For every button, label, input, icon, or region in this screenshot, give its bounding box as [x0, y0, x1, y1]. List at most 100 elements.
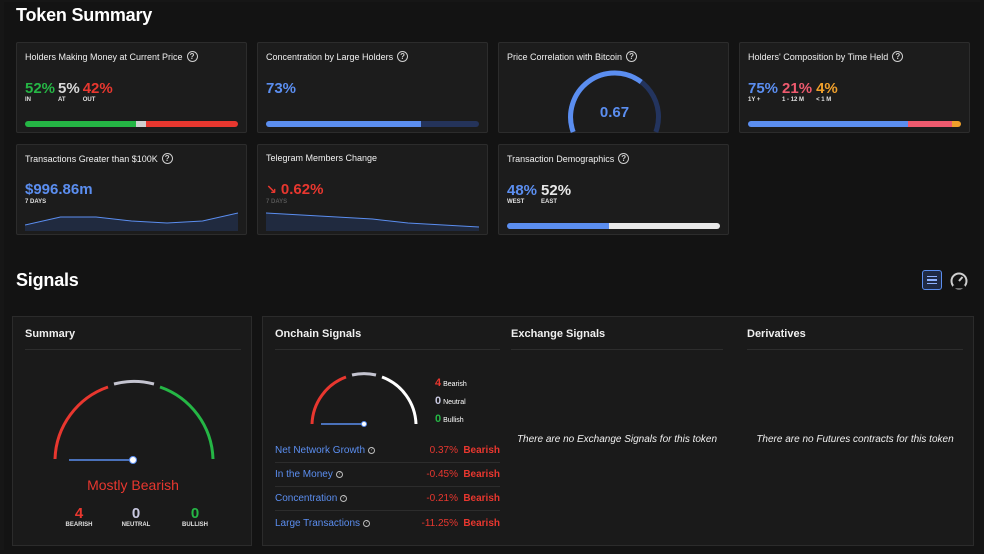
price-correlation-card: Price Correlation with Bitcoin ? 0.67 — [498, 42, 729, 133]
help-icon[interactable]: ? — [368, 447, 376, 454]
signal-name[interactable]: Net Network Growth? — [275, 445, 376, 456]
west-pct: 48% — [507, 182, 538, 199]
in-label: IN — [25, 97, 31, 103]
holders-money-bar — [25, 121, 238, 127]
demographics-title: Transaction Demographics — [507, 153, 615, 164]
help-icon[interactable]: ? — [186, 51, 198, 62]
in-stat: 52% IN — [25, 80, 55, 103]
east-label: EAST — [541, 199, 558, 205]
onchain-neutral-count: 0 — [435, 395, 442, 407]
bar-segment-east — [609, 223, 720, 229]
transactions-sparkline — [25, 212, 238, 231]
west-stat: 48% WEST — [507, 182, 537, 205]
signal-name-text: Net Network Growth — [275, 445, 366, 456]
composition-bar — [748, 121, 961, 127]
long-term-pct: 75% — [748, 80, 779, 97]
bar-segment-short — [952, 121, 961, 127]
short-term-stat: 4% < 1 M — [816, 80, 838, 103]
sparkline-area — [266, 213, 479, 231]
concentration-value: 73% — [266, 80, 297, 97]
correlation-gauge — [568, 70, 661, 133]
signal-name-text: Large Transactions — [275, 517, 361, 529]
onchain-bullish-arc — [381, 375, 418, 425]
transactions-title: Transactions Greater than $100K — [25, 153, 158, 164]
help-icon[interactable]: ? — [335, 471, 343, 478]
concentration-title: Concentration by Large Holders — [266, 51, 394, 62]
onchain-neutral-arc — [351, 372, 377, 377]
short-term-pct: 4% — [816, 80, 838, 97]
help-icon[interactable]: ? — [161, 153, 173, 164]
sparkline-area — [25, 213, 238, 231]
signal-name[interactable]: Concentration? — [275, 493, 348, 504]
card-title: Telegram Members Change — [266, 153, 377, 163]
gauge-view-icon[interactable] — [948, 270, 970, 290]
summary-bearish: 4 BEARISH — [59, 505, 99, 528]
onchain-bearish-count: 4 — [435, 377, 442, 389]
holders-money-title: Holders Making Money at Current Price — [25, 51, 183, 62]
page-frame: Token Summary Holders Making Money at Cu… — [4, 2, 980, 550]
help-icon[interactable]: ? — [618, 153, 630, 164]
signal-verdict: Bearish — [463, 469, 500, 480]
signal-name[interactable]: Large Transactions? — [275, 517, 371, 529]
concentration-bar — [266, 121, 479, 127]
signal-row[interactable]: Concentration? -0.21% Bearish — [275, 487, 500, 511]
signal-name-text: In the Money — [275, 469, 333, 480]
signals-detail-card: Onchain Signals 4 Bearish 0 Neutral 0 Bu… — [262, 316, 974, 546]
bar-segment-in — [25, 121, 136, 127]
out-stat: 42% OUT — [83, 80, 113, 103]
onchain-bullish-row: 0 Bullish — [435, 411, 467, 429]
bar-segment-fill — [266, 121, 422, 127]
composition-card: Holders' Composition by Time Held ? 75% … — [739, 42, 970, 133]
summary-bullish-label: BULLISH — [182, 522, 208, 528]
composition-title: Holders' Composition by Time Held — [748, 51, 889, 62]
summary-bullish-count: 0 — [190, 505, 200, 522]
onchain-needle-pivot — [361, 421, 367, 427]
signal-row[interactable]: In the Money? -0.45% Bearish — [275, 463, 500, 487]
card-title: Holders Making Money at Current Price ? — [25, 51, 198, 62]
help-icon[interactable]: ? — [626, 51, 638, 62]
exchange-title: Exchange Signals — [511, 328, 606, 340]
signals-heading: Signals — [16, 270, 79, 290]
card-title: Transactions Greater than $100K ? — [25, 153, 173, 164]
onchain-neutral-row: 0 Neutral — [435, 393, 467, 411]
summary-neutral-count: 0 — [131, 505, 141, 522]
telegram-change: ↘ 0.62% — [266, 181, 323, 198]
signal-name[interactable]: In the Money? — [275, 469, 343, 480]
help-icon[interactable]: ? — [892, 51, 904, 62]
in-pct: 52% — [25, 80, 56, 97]
mid-term-pct: 21% — [782, 80, 813, 97]
card-title: Concentration by Large Holders ? — [266, 51, 409, 62]
concentration-card: Concentration by Large Holders ? 73% — [257, 42, 488, 133]
token-summary-heading: Token Summary — [16, 5, 153, 25]
telegram-title: Telegram Members Change — [266, 153, 378, 163]
onchain-bearish-arc — [310, 375, 347, 425]
help-icon[interactable]: ? — [397, 51, 409, 62]
summary-title: Summary — [25, 328, 76, 340]
divider — [275, 349, 500, 350]
exchange-empty-message: There are no Exchange Signals for this t… — [516, 434, 718, 445]
summary-gauge — [53, 379, 215, 464]
list-view-icon[interactable] — [922, 270, 942, 290]
divider — [511, 349, 723, 350]
signal-pct: -11.25% — [421, 517, 458, 529]
at-label: AT — [58, 97, 66, 103]
out-label: OUT — [82, 97, 96, 103]
help-icon[interactable]: ? — [363, 519, 371, 527]
card-title: Transaction Demographics ? — [507, 153, 630, 164]
signal-name-text: Concentration — [275, 493, 338, 504]
holders-money-card: Holders Making Money at Current Price ? … — [16, 42, 247, 133]
help-icon[interactable]: ? — [340, 495, 348, 502]
gauge-track — [568, 70, 661, 133]
arrow-down-right-icon: ↘ — [266, 181, 277, 197]
signal-row[interactable]: Large Transactions? -11.25% Bearish — [275, 511, 500, 535]
correlation-value: 0.67 — [599, 104, 630, 121]
gauge-neutral-arc — [113, 379, 155, 386]
signal-row[interactable]: Net Network Growth? 0.37% Bearish — [275, 439, 500, 463]
summary-card: Summary Mostly Bearish 4 BEARISH 0 NEUTR… — [12, 316, 252, 546]
signal-pct: -0.45% — [426, 469, 458, 480]
signal-verdict: Bearish — [463, 493, 500, 504]
gauge-fill — [568, 70, 643, 133]
summary-bearish-count: 4 — [74, 505, 84, 522]
onchain-bullish-label: Bullish — [443, 417, 464, 424]
demographics-card: Transaction Demographics ? 48% WEST 52% … — [498, 144, 729, 235]
